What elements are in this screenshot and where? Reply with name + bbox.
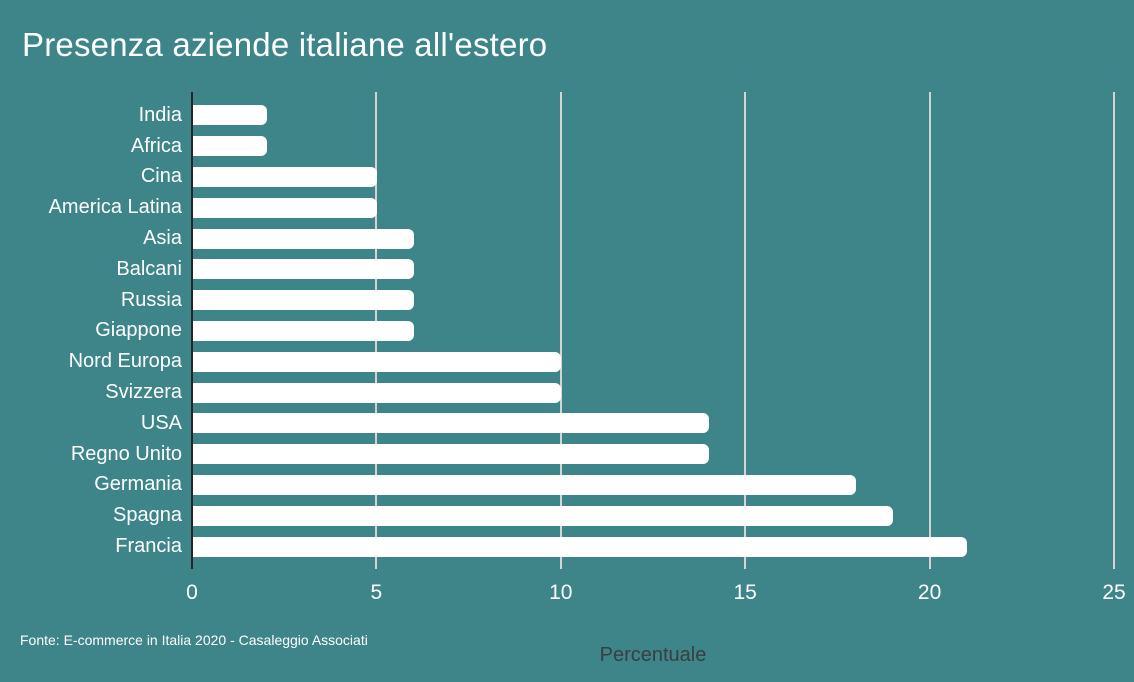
- bar-row: [193, 408, 1114, 439]
- x-axis-title: Percentuale: [599, 644, 707, 666]
- bar-row: [193, 439, 1114, 470]
- bar-row: [193, 285, 1114, 316]
- category-label: USA: [140, 411, 182, 434]
- bar-row: [193, 192, 1114, 223]
- y-axis-line: [191, 92, 193, 569]
- bar-nord-europa: [193, 351, 562, 372]
- bar-series: [193, 100, 1114, 562]
- category-label: Regno Unito: [70, 442, 182, 465]
- bar-row: [193, 223, 1114, 254]
- category-label: India: [138, 103, 182, 126]
- gridline: [928, 92, 931, 569]
- bar-row: [193, 131, 1114, 162]
- category-label: Giappone: [95, 319, 182, 342]
- category-label: Francia: [115, 535, 182, 558]
- gridline: [744, 92, 747, 569]
- bar-asia: [193, 228, 415, 249]
- x-tick-label: 20: [917, 581, 942, 604]
- bar-row: [193, 316, 1114, 347]
- bar-francia: [193, 536, 967, 557]
- bar-regno-unito: [193, 444, 709, 465]
- bar-row: [193, 346, 1114, 377]
- source-note: Fonte: E-commerce in Italia 2020 - Casal…: [20, 632, 368, 648]
- x-tick-label: 5: [370, 581, 383, 604]
- category-label: Russia: [120, 288, 182, 311]
- gridline: [1113, 92, 1115, 569]
- category-label: Nord Europa: [68, 350, 182, 373]
- category-axis: India Africa Cina America Latina Asia Balcani…: [0, 100, 182, 562]
- bar-row: [193, 531, 1114, 562]
- bar-row: [193, 100, 1114, 131]
- bar-india: [193, 105, 267, 126]
- category-label: Balcani: [116, 257, 182, 280]
- bar-spagna: [193, 505, 893, 526]
- bar-row: [193, 470, 1114, 501]
- bar-row: [193, 162, 1114, 193]
- bar-germania: [193, 474, 857, 495]
- category-label: America Latina: [48, 196, 182, 219]
- category-label: Asia: [143, 227, 182, 250]
- category-label: Africa: [130, 134, 182, 157]
- bar-row: [193, 500, 1114, 531]
- bar-usa: [193, 413, 709, 434]
- bar-row: [193, 254, 1114, 285]
- x-tick-label: 10: [549, 581, 573, 604]
- bar-russia: [193, 290, 415, 311]
- category-label: Germania: [94, 473, 182, 496]
- category-label: Cina: [140, 165, 182, 188]
- bar-row: [193, 377, 1114, 408]
- category-label: Spagna: [113, 504, 182, 527]
- bar-cina: [193, 166, 378, 187]
- category-label: Svizzera: [105, 381, 182, 404]
- bar-america-latina: [193, 197, 378, 218]
- bar-giappone: [193, 320, 415, 341]
- x-tick-label: 0: [186, 581, 198, 604]
- bar-africa: [193, 136, 267, 157]
- bar-svizzera: [193, 382, 562, 403]
- chart-title: Presenza aziende italiane all'estero: [22, 26, 548, 63]
- x-tick-label: 15: [733, 581, 757, 604]
- bar-balcani: [193, 259, 415, 280]
- gridline: [559, 92, 562, 569]
- x-tick-label: 25: [1102, 581, 1126, 604]
